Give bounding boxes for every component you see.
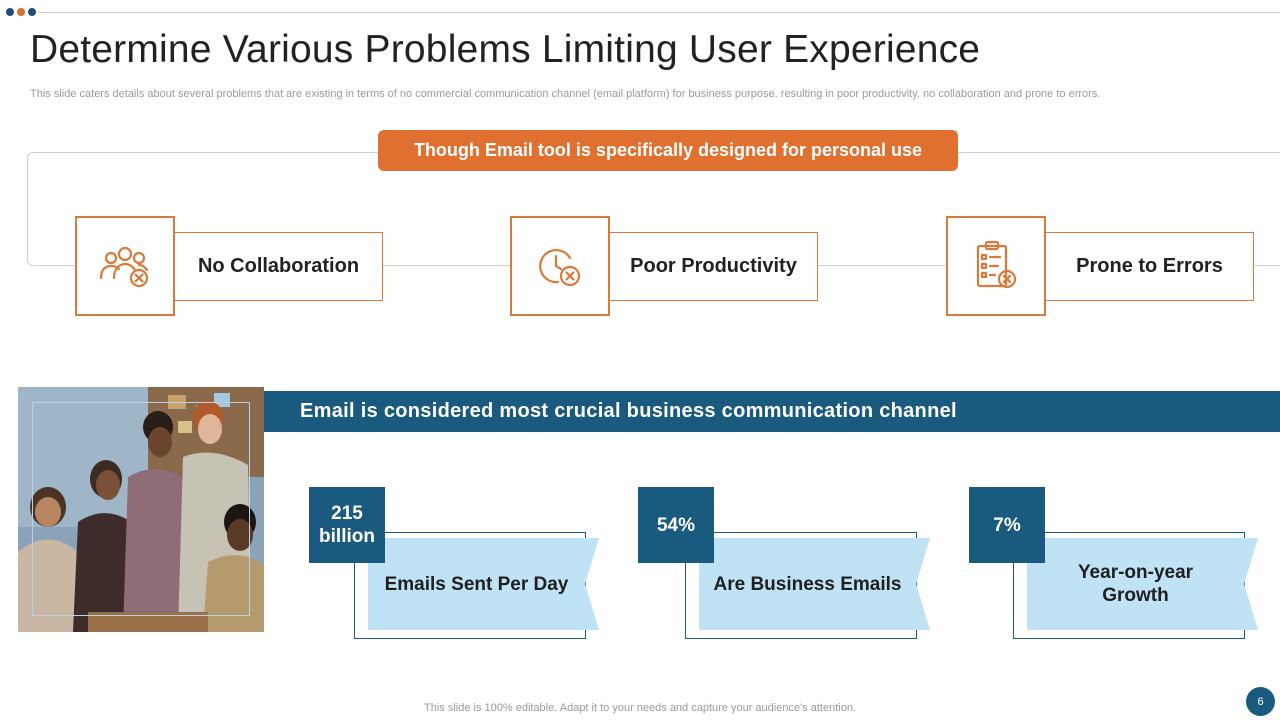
- slide-decoration-dots: [6, 8, 36, 16]
- poor-productivity-icon-box: [510, 216, 610, 316]
- page-subtitle: This slide caters details about several …: [30, 88, 1101, 100]
- photo-frame-outline: [32, 402, 250, 616]
- checklist-cross-icon: [976, 240, 1017, 289]
- yoy-growth-value: 7%: [969, 487, 1045, 563]
- yoy-growth-label: Year-on-year Growth: [1027, 538, 1258, 630]
- no-collaboration-icon-box: [75, 216, 175, 316]
- no-collaboration-label: No Collaboration: [175, 232, 383, 301]
- emails-sent-per-day-label: Emails Sent Per Day: [368, 538, 599, 630]
- personal-use-banner: Though Email tool is specifically design…: [378, 130, 958, 171]
- dot-navy: [28, 8, 36, 16]
- prone-to-errors-icon-box: [946, 216, 1046, 316]
- clock-cross-icon: [539, 249, 581, 287]
- business-emails-label: Are Business Emails: [699, 538, 930, 630]
- prone-to-errors-label: Prone to Errors: [1046, 232, 1254, 301]
- email-channel-bar: Email is considered most crucial busines…: [264, 391, 1280, 432]
- page-title: Determine Various Problems Limiting User…: [30, 28, 981, 71]
- poor-productivity-label: Poor Productivity: [610, 232, 818, 301]
- group-cross-icon: [99, 246, 149, 288]
- top-divider: [38, 12, 1280, 13]
- emails-sent-value: 215 billion: [309, 487, 385, 563]
- footer-note: This slide is 100% editable. Adapt it to…: [424, 702, 856, 714]
- dot-orange: [17, 8, 25, 16]
- dot-navy: [6, 8, 14, 16]
- business-emails-value: 54%: [638, 487, 714, 563]
- page-number-badge: 6: [1246, 687, 1275, 716]
